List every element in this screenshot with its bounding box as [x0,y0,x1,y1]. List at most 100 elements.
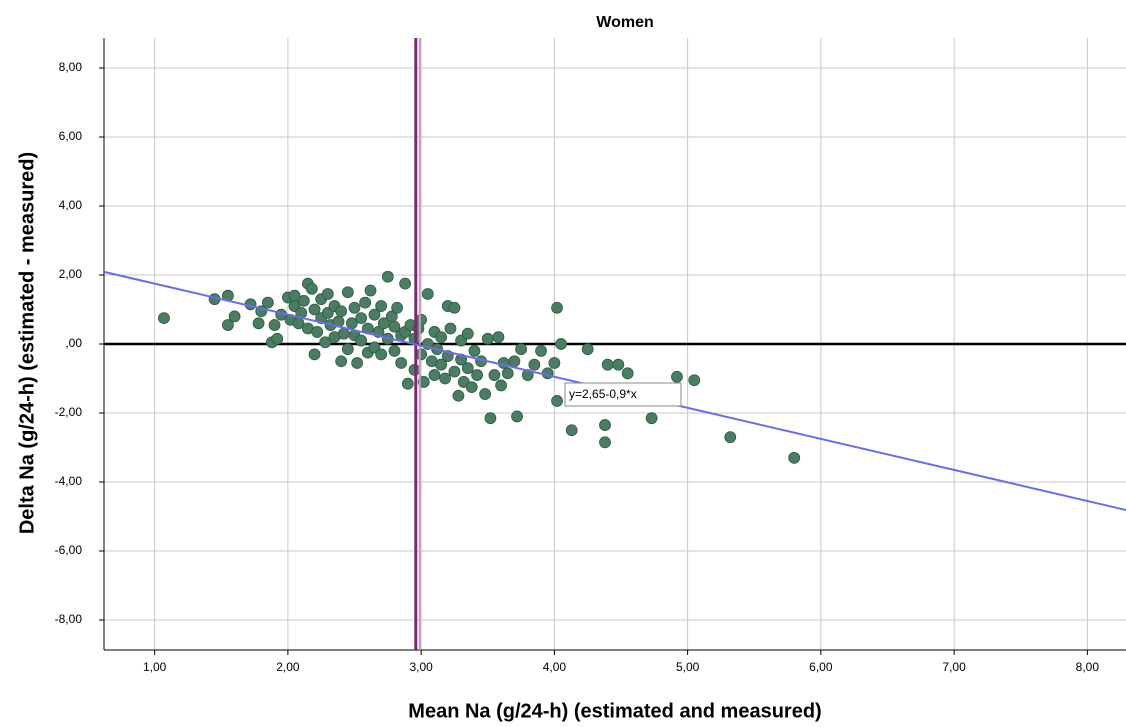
point [484,412,497,425]
y-axis-title: Delta Na (g/24-h) (estimated - measured) [16,152,38,534]
point [337,327,350,340]
point [439,372,452,385]
point [355,334,368,347]
point [551,395,563,407]
point [158,312,170,325]
x-tick-label: 7,00 [942,660,966,674]
point [351,357,364,369]
point [391,301,404,314]
x-tick-label: 5,00 [676,660,700,674]
point [401,377,414,390]
point [501,367,514,380]
x-axis-title: Mean Na (g/24-h) (estimated and measured… [408,700,821,722]
point [612,358,625,371]
point [335,355,348,368]
x-tick-label: 4,00 [543,660,567,674]
point [395,357,408,369]
point [548,357,561,369]
point [388,320,401,333]
point [461,362,474,375]
plot-area [104,38,1126,650]
point [288,289,301,302]
point [341,286,354,299]
point [341,343,354,356]
point [528,358,541,371]
y-tick-label: 2,00 [59,267,83,281]
point [308,348,321,361]
point [308,303,321,316]
point [222,319,234,331]
point [724,431,737,444]
point [377,317,390,330]
point [488,369,501,381]
point [435,331,448,344]
y-tick-label: ,00 [65,336,82,350]
point [479,388,491,400]
point [688,374,701,387]
point [388,344,401,357]
y-tick-label: -8,00 [55,612,83,626]
point [471,369,483,381]
x-tick-label: 1,00 [143,660,167,674]
point [535,344,547,357]
x-tick-label: 2,00 [276,660,300,674]
point [261,296,274,309]
point [311,326,324,338]
point [468,344,481,357]
point [268,319,281,331]
point [599,419,611,431]
point [375,300,388,312]
point [788,451,801,464]
point [375,348,388,361]
x-tick-label: 3,00 [409,660,433,674]
point [417,376,430,388]
point [297,294,310,307]
point [495,379,507,392]
point [319,336,332,349]
y-tick-label: 8,00 [59,60,83,74]
point [359,296,372,309]
point [421,288,434,300]
point [601,358,614,371]
point [481,332,494,345]
point [348,301,361,314]
point [581,343,594,356]
point [565,424,578,437]
point [252,317,265,330]
point [399,277,412,290]
point [461,327,474,340]
point [448,365,461,378]
point [271,332,284,345]
y-tick-label: -4,00 [55,474,83,488]
point [599,436,611,449]
point [355,312,368,325]
chart-title: Women [596,14,653,31]
point [321,288,334,300]
point [364,284,377,297]
point [645,412,658,425]
point [671,370,683,383]
point [435,358,448,371]
x-tick-label: 6,00 [809,660,833,674]
point [305,282,318,295]
point [444,322,457,335]
x-tick-label: 8,00 [1076,660,1100,674]
point [621,367,634,380]
y-tick-label: -2,00 [55,405,83,419]
point [515,343,527,356]
fit-label: y=2,65-0,9*x [569,387,637,401]
point [368,308,381,321]
point [492,331,505,344]
point [511,410,523,423]
fit-label-box [564,382,682,407]
point [428,369,441,381]
point [228,310,241,323]
point [381,270,394,283]
point [555,338,567,350]
point [508,355,521,368]
y-tick-label: -6,00 [55,543,83,557]
point [452,389,465,402]
y-tick-label: 4,00 [59,198,83,212]
point [335,305,348,318]
